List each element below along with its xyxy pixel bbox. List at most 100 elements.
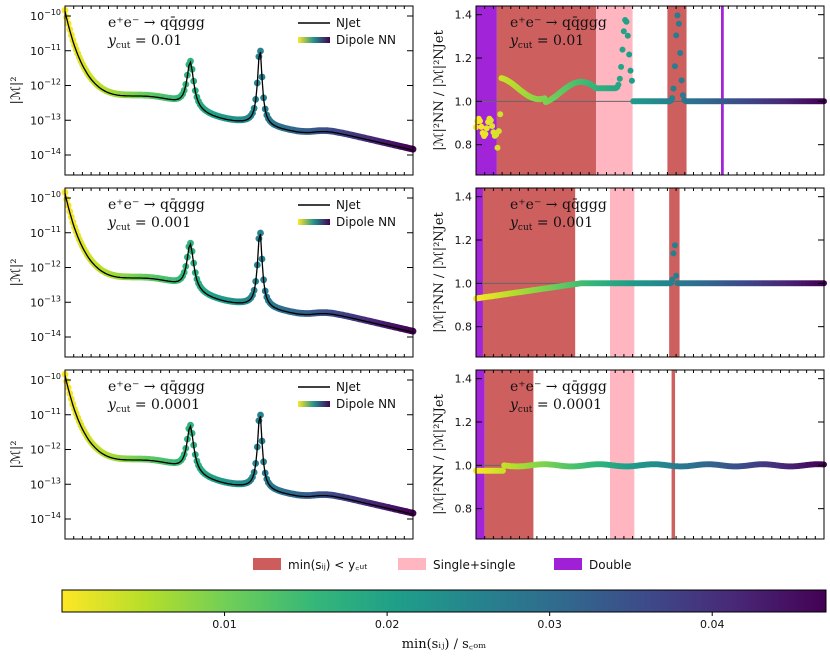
y-tick-label: 0.8	[455, 503, 473, 516]
tick-exponent: −12	[44, 260, 61, 269]
y-tick-label: 1.4	[455, 9, 473, 22]
ycut-label: ycut = 0.0001	[509, 397, 602, 415]
njet-line	[64, 11, 414, 151]
region-cut	[669, 188, 680, 357]
right-ylabel: |ℳ|²NN / |ℳ|²NJet	[432, 29, 447, 150]
left-ylabel: |ℳ|²	[9, 441, 24, 469]
y-tick-label: 1.0	[455, 277, 473, 290]
tick-exponent: −10	[44, 372, 61, 381]
region-cut	[482, 188, 576, 357]
ratio-point	[620, 28, 627, 35]
tick-base: 10	[30, 513, 44, 526]
ratio-point	[478, 123, 485, 130]
tick-base: 10	[30, 80, 44, 93]
right-plot: 1.4 1.2 1.0 0.8 |ℳ|²NN / |ℳ|²NJet e⁺e⁻ → qq̄g…	[432, 369, 827, 540]
ycut-label: ycut = 0.001	[107, 215, 191, 233]
tick-exponent: −13	[44, 476, 61, 485]
ycut-symbol: y	[509, 397, 519, 413]
ratio-point	[618, 63, 625, 70]
region-single	[609, 188, 635, 357]
tick-exponent: −14	[44, 511, 61, 520]
ratio-point	[673, 32, 680, 39]
ratio-point	[669, 276, 676, 283]
ratio-point	[623, 18, 630, 25]
ratio-point	[678, 77, 685, 84]
tick-base: 10	[30, 374, 44, 387]
y-tick-label: 10−13	[30, 476, 61, 491]
tick-base: 10	[30, 114, 44, 127]
left-ylabel: |ℳ|²	[9, 259, 24, 287]
ycut-value: = 0.001	[130, 215, 191, 231]
ratio-point	[615, 81, 622, 88]
ratio-point	[624, 32, 631, 39]
region-double	[476, 370, 485, 539]
ratio-point	[669, 95, 676, 102]
ratio-point	[671, 63, 678, 70]
legend-nn-swatch	[298, 37, 330, 43]
ycut-value: = 0.0001	[130, 397, 200, 413]
y-tick-label: 10−13	[30, 112, 61, 127]
colorbar-label: min(sᵢⱼ) / s꜀ₒₘ	[402, 637, 487, 652]
ratio-point	[619, 46, 626, 53]
right-plot: 1.4 1.2 1.0 0.8 |ℳ|²NN / |ℳ|²NJet e⁺e⁻ → qq̄g…	[432, 187, 827, 358]
y-tick-label: 10−11	[30, 43, 61, 58]
tick-base: 10	[30, 45, 44, 58]
y-tick-label: 10−13	[30, 294, 61, 309]
ratio-point	[497, 111, 504, 118]
ratio-point	[627, 67, 634, 74]
y-tick-label: 1.2	[455, 52, 473, 65]
tick-exponent: −12	[44, 78, 61, 87]
tick-exponent: −11	[44, 225, 61, 234]
y-tick-label: 1.0	[455, 459, 473, 472]
left-ylabel: |ℳ|²	[9, 77, 24, 105]
tick-exponent: −12	[44, 442, 61, 451]
legend-nn-swatch	[298, 401, 330, 407]
y-tick-label: 10−10	[30, 372, 61, 387]
process-label: e⁺e⁻ → qq̄ggg	[108, 197, 205, 213]
tick-base: 10	[30, 10, 44, 23]
nn-point	[257, 229, 264, 237]
nn-point	[257, 47, 264, 55]
ycut-label: ycut = 0.001	[509, 215, 593, 233]
legend-single: Single+single	[433, 558, 515, 572]
legend-dipole-nn: Dipole NN	[336, 33, 396, 47]
ratio-point	[677, 50, 684, 56]
colorbar-tick-label: 0.02	[375, 618, 400, 631]
ratio-point	[628, 77, 635, 84]
tick-exponent: −11	[44, 43, 61, 52]
ycut-subscript: cut	[518, 405, 533, 415]
tick-exponent: −14	[44, 147, 61, 156]
right-plot: 1.4 1.2 1.0 0.8 |ℳ|²NN / |ℳ|²NJet e⁺e⁻ → qq̄g…	[432, 5, 827, 176]
ratio-point	[477, 118, 483, 124]
tick-base: 10	[30, 478, 44, 491]
process-label: e⁺e⁻ → qq̄ggg	[510, 379, 607, 395]
legend-njet: NJet	[336, 380, 361, 394]
y-tick-label: 10−12	[30, 260, 61, 275]
tick-base: 10	[30, 227, 44, 240]
y-tick-label: 10−12	[30, 442, 61, 457]
process-label: e⁺e⁻ → qq̄ggg	[510, 15, 607, 31]
region-cut	[484, 370, 534, 539]
y-tick-label: 0.8	[455, 139, 473, 152]
right-ylabel: |ℳ|²NN / |ℳ|²NJet	[432, 393, 447, 514]
legend-cut: min(sᵢⱼ) < y꜀ᵤₜ	[288, 558, 368, 572]
tick-base: 10	[30, 262, 44, 275]
tick-exponent: −14	[44, 329, 61, 338]
ycut-symbol: y	[509, 33, 519, 49]
tick-base: 10	[30, 192, 44, 205]
legend-dipole-nn: Dipole NN	[336, 215, 396, 229]
legend-swatch-double	[554, 558, 582, 570]
tick-base: 10	[30, 409, 44, 422]
colorbar-gradient	[61, 589, 827, 613]
region-cut	[667, 6, 687, 175]
ratio-point	[487, 117, 494, 124]
y-tick-label: 10−14	[30, 329, 61, 344]
ycut-symbol: y	[107, 215, 117, 231]
ratio-point	[679, 92, 686, 99]
process-label: e⁺e⁻ → qq̄ggg	[108, 379, 205, 395]
ycut-value: = 0.01	[532, 33, 584, 49]
ycut-value: = 0.001	[532, 215, 593, 231]
